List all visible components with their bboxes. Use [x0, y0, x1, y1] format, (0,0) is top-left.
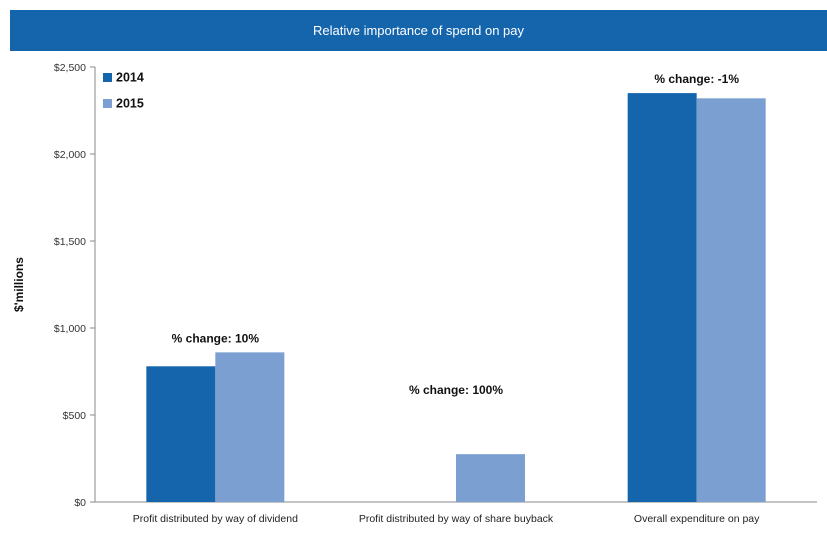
bar-2015 [456, 454, 525, 502]
y-tick-label: $0 [74, 497, 86, 509]
bar-2014 [146, 366, 216, 502]
percent-change-annotation: % change: 10% [172, 331, 260, 345]
x-tick-label: Profit distributed by way of dividend [133, 513, 298, 525]
y-tick-label: $1,500 [54, 236, 86, 248]
percent-change-annotation: % change: -1% [654, 72, 739, 86]
x-tick-label: Overall expenditure on pay [634, 513, 760, 525]
y-tick-label: $500 [63, 410, 87, 422]
y-tick-label: $2,000 [54, 149, 86, 161]
percent-change-annotation: % change: 100% [409, 383, 503, 397]
legend-label-2014: 2014 [116, 71, 144, 85]
legend-swatch-2015 [103, 99, 112, 108]
bar-2015 [696, 98, 766, 502]
legend-label-2015: 2015 [116, 97, 144, 111]
legend-swatch-2014 [103, 73, 112, 82]
y-tick-label: $2,500 [54, 62, 86, 74]
bar-2014 [627, 93, 697, 502]
chart-title: Relative importance of spend on pay [10, 10, 827, 51]
y-axis-title: $'millions [12, 257, 26, 312]
x-tick-label: Profit distributed by way of share buyba… [359, 513, 554, 525]
y-tick-label: $1,000 [54, 323, 86, 335]
bar-2015 [215, 352, 285, 502]
